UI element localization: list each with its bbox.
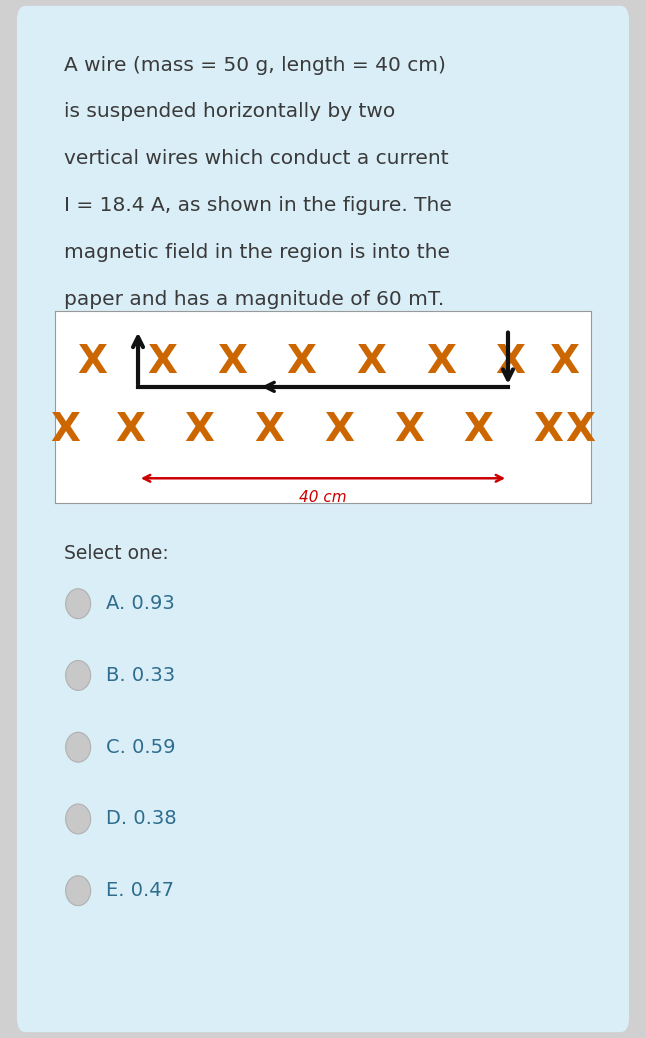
Text: X: X	[394, 411, 424, 449]
Text: X: X	[50, 411, 81, 449]
Text: C. 0.59: C. 0.59	[106, 738, 176, 757]
Text: X: X	[426, 343, 456, 381]
Text: is suspended horizontally by two: is suspended horizontally by two	[65, 103, 396, 121]
Text: A. 0.93: A. 0.93	[106, 594, 175, 613]
Text: E. 0.47: E. 0.47	[106, 881, 174, 900]
FancyBboxPatch shape	[17, 6, 629, 1032]
Text: X: X	[78, 343, 107, 381]
Text: X: X	[356, 343, 386, 381]
Text: units of N)?: units of N)?	[65, 383, 180, 403]
Text: X: X	[549, 343, 579, 381]
Text: X: X	[147, 343, 177, 381]
Text: I = 18.4 A, as shown in the figure. The: I = 18.4 A, as shown in the figure. The	[65, 196, 452, 215]
Ellipse shape	[66, 876, 90, 905]
Ellipse shape	[66, 804, 90, 834]
Ellipse shape	[66, 732, 90, 762]
Text: X: X	[217, 343, 247, 381]
Text: Select one:: Select one:	[65, 544, 169, 563]
Text: X: X	[115, 411, 145, 449]
Text: X: X	[185, 411, 214, 449]
Text: vertical wires which conduct a current: vertical wires which conduct a current	[65, 149, 449, 168]
Text: X: X	[565, 411, 596, 449]
Text: D. 0.38: D. 0.38	[106, 810, 177, 828]
Text: X: X	[287, 343, 317, 381]
Ellipse shape	[66, 660, 90, 690]
Text: B. 0.33: B. 0.33	[106, 666, 175, 685]
Text: X: X	[255, 411, 284, 449]
Text: What is the tension in either wire ( in: What is the tension in either wire ( in	[65, 336, 439, 356]
Ellipse shape	[66, 589, 90, 619]
Text: A wire (mass = 50 g, length = 40 cm): A wire (mass = 50 g, length = 40 cm)	[65, 56, 446, 75]
Text: magnetic field in the region is into the: magnetic field in the region is into the	[65, 243, 450, 262]
Text: X: X	[495, 343, 526, 381]
Text: X: X	[324, 411, 354, 449]
Text: X: X	[463, 411, 494, 449]
Text: 40 cm: 40 cm	[299, 490, 347, 506]
Text: paper and has a magnitude of 60 mT.: paper and has a magnitude of 60 mT.	[65, 290, 444, 309]
Text: X: X	[533, 411, 563, 449]
